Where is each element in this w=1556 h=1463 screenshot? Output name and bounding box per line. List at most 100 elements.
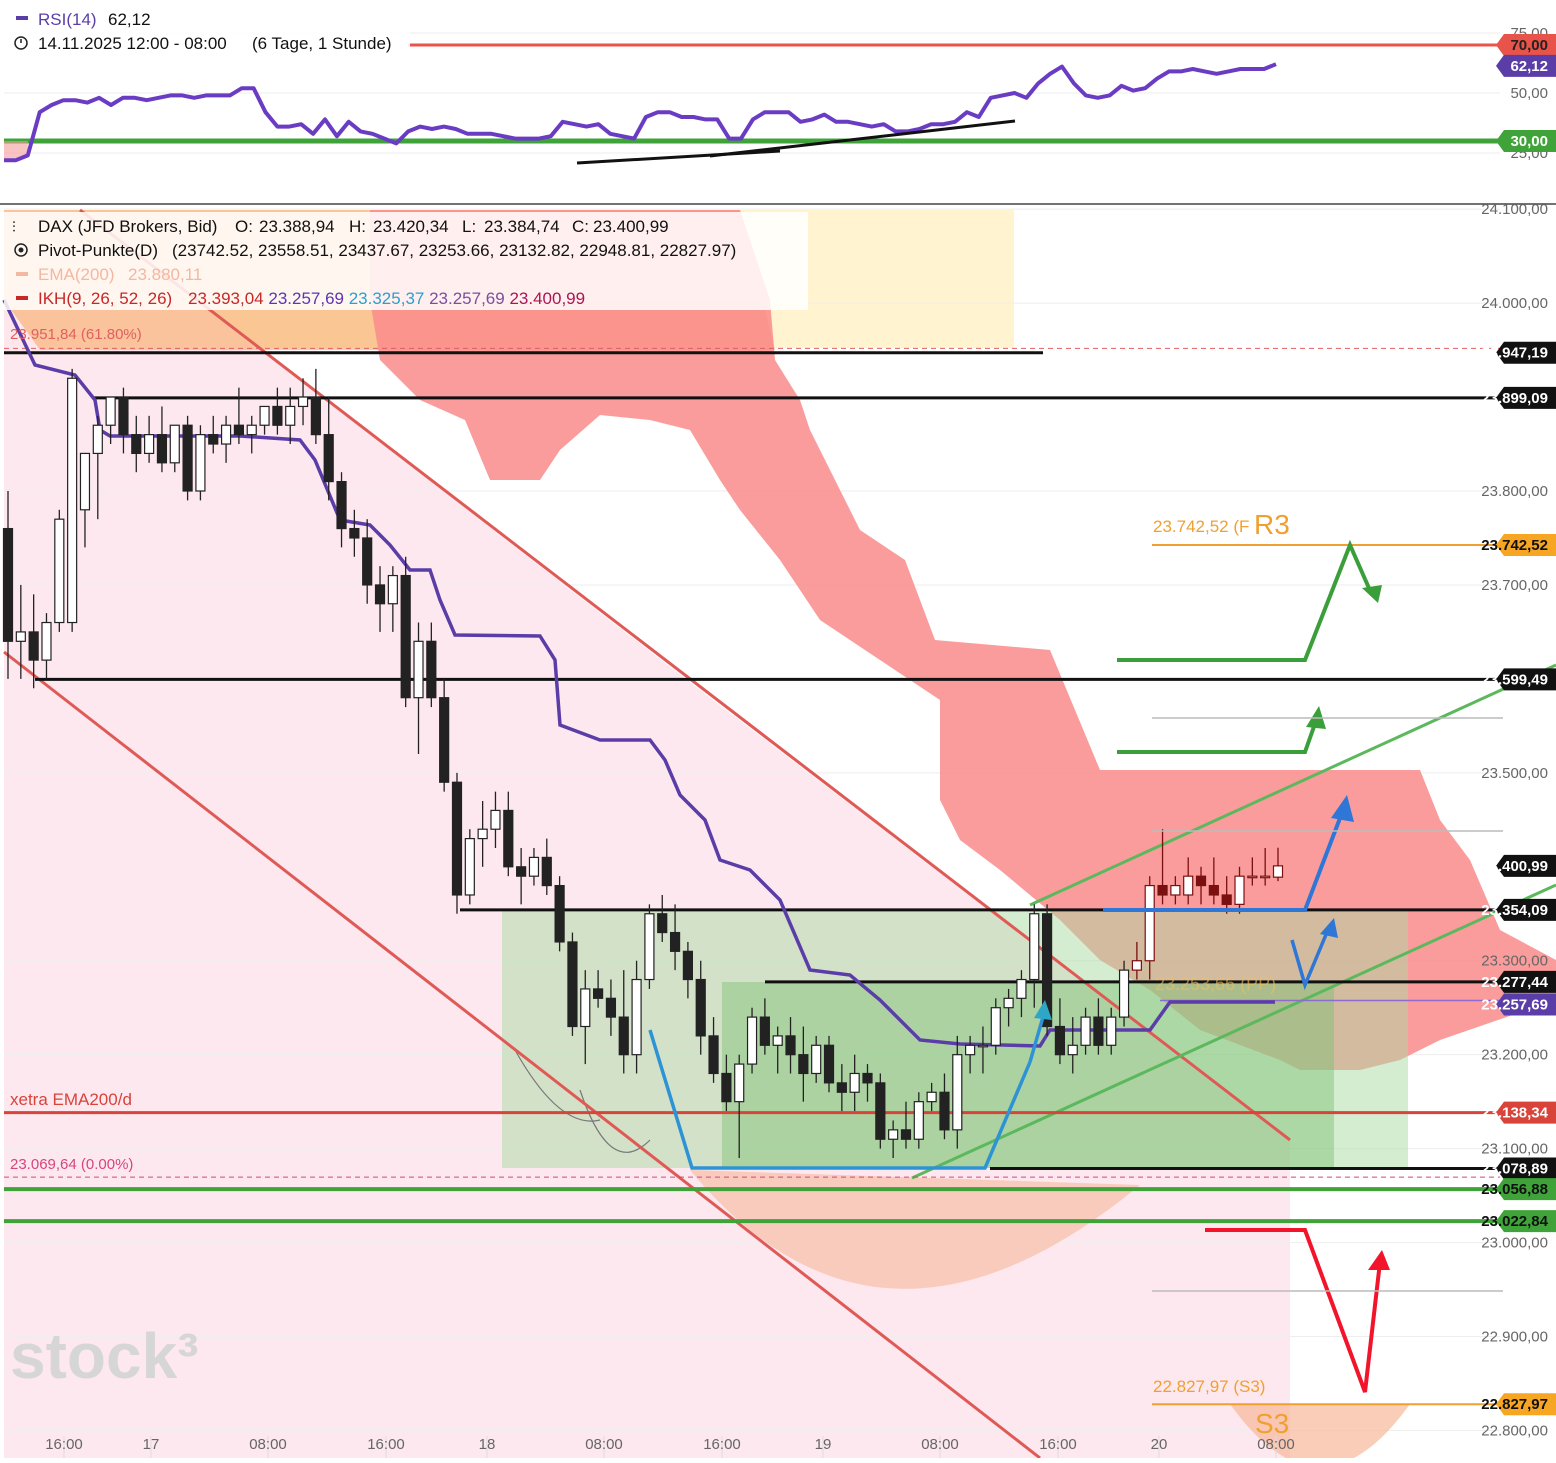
blue-cup-line bbox=[648, 1029, 1032, 1170]
candle-body bbox=[657, 913, 668, 934]
y-tick-label: 23.700,00 bbox=[1481, 577, 1548, 594]
channel-upper-line bbox=[79, 208, 1291, 1142]
kijun-line bbox=[2, 299, 1275, 1048]
level-tag-bg bbox=[1496, 1178, 1556, 1201]
candle-body bbox=[182, 424, 193, 492]
level-tag: 23.599,49 bbox=[1481, 671, 1548, 688]
level-tag-bg bbox=[1496, 1101, 1556, 1124]
candle-body bbox=[516, 866, 527, 877]
candle-body bbox=[567, 941, 578, 1028]
pp-label: 23.253,66 (PP) bbox=[1155, 974, 1276, 994]
fib-bottom-label: 23.069,64 (0.00%) bbox=[10, 1156, 133, 1173]
candle-body bbox=[208, 434, 219, 445]
s3-value-label: 22.827,97 (S3) bbox=[1153, 1377, 1265, 1396]
candle-body bbox=[605, 997, 617, 1018]
candle-body bbox=[1080, 1016, 1091, 1046]
level-tag: 23.138,34 bbox=[1481, 1105, 1548, 1122]
pivot-label: Pivot-Punkte(D) bbox=[38, 241, 158, 260]
candle-body bbox=[541, 856, 552, 887]
rsi-trendline-2 bbox=[709, 119, 1016, 158]
level-tag: 23.947,19 bbox=[1481, 345, 1548, 362]
candle-body bbox=[54, 518, 65, 624]
candle-body bbox=[67, 377, 78, 624]
ikh-value: 23.393,04 bbox=[188, 289, 264, 308]
candle-body bbox=[336, 481, 347, 530]
candle-body bbox=[528, 856, 540, 877]
range-label: 14.11.2025 12:00 - 08:00 bbox=[38, 34, 227, 53]
level-tag-bg bbox=[1496, 668, 1556, 691]
candle-body bbox=[862, 1072, 873, 1084]
candle-body bbox=[926, 1091, 937, 1103]
candle-body bbox=[233, 424, 245, 436]
candle-body bbox=[798, 1054, 809, 1075]
candle-body bbox=[259, 405, 270, 426]
candle-body bbox=[490, 809, 501, 830]
candle-body bbox=[131, 434, 142, 455]
main-legend-bg bbox=[4, 212, 808, 310]
channel-lower-line bbox=[3, 650, 1041, 1460]
candle-body bbox=[695, 978, 706, 1037]
level-tag-bg bbox=[1496, 898, 1556, 921]
candle-body bbox=[888, 1129, 899, 1140]
rsi-line bbox=[4, 62, 1277, 163]
instrument-label: DAX (JFD Brokers, Bid) bbox=[38, 217, 217, 236]
rsi-level-tag-bg bbox=[1496, 130, 1556, 152]
candle-body bbox=[118, 396, 129, 436]
rsi-panel bbox=[0, 32, 1556, 205]
pivot-icon-dot bbox=[18, 247, 24, 253]
candle-body bbox=[759, 1016, 770, 1046]
candle-body bbox=[1221, 894, 1232, 905]
rsi-level-tag: 70,00 bbox=[1510, 37, 1548, 54]
candle-body bbox=[900, 1129, 912, 1140]
green-arrowhead-1 bbox=[1362, 585, 1382, 603]
candle-body bbox=[580, 988, 591, 1028]
ikh-label: IKH(9, 26, 52, 26) bbox=[38, 289, 172, 308]
level-tag-bg bbox=[1496, 970, 1556, 993]
candle-body bbox=[1003, 997, 1014, 1009]
candle-body bbox=[195, 434, 206, 492]
level-tag: 23.742,52 bbox=[1481, 537, 1548, 554]
uptrend-lower-line bbox=[911, 883, 1556, 1180]
y-tick-label: 24.000,00 bbox=[1481, 295, 1548, 312]
candle-body bbox=[1157, 884, 1168, 896]
candle-body bbox=[1247, 875, 1258, 879]
x-tick-label: 16:00 bbox=[45, 1436, 83, 1453]
candle-body bbox=[272, 405, 283, 426]
rounding-bottom-shapes bbox=[514, 1049, 1410, 1463]
candle-body bbox=[349, 527, 360, 539]
rsi-legend-bg bbox=[4, 4, 410, 58]
rsi-legend-swatch bbox=[16, 16, 28, 20]
candle-body bbox=[734, 1063, 745, 1103]
s3-tag: S3 bbox=[1255, 1408, 1289, 1439]
red-path bbox=[1205, 1228, 1382, 1393]
ema-label: EMA(200) bbox=[38, 265, 115, 284]
y-tick-label: 22.900,00 bbox=[1481, 1329, 1548, 1346]
green-path-r3 bbox=[1117, 539, 1374, 662]
uptrend-upper-line bbox=[1029, 663, 1556, 907]
pivot-values: (23742.52, 23558.51, 23437.67, 23253.66,… bbox=[172, 241, 736, 260]
downtrend-channel bbox=[3, 208, 1291, 1460]
ohlc-h: 23.420,34 bbox=[373, 217, 449, 236]
watermark: stock³ bbox=[10, 1320, 199, 1392]
rsi-oversold-fill bbox=[4, 141, 28, 161]
rsi-polyline bbox=[4, 62, 1277, 163]
x-tick-label: 18 bbox=[479, 1436, 496, 1453]
candle-body bbox=[1029, 913, 1040, 981]
blue-arrowhead-1 bbox=[1034, 1000, 1052, 1020]
candle-body bbox=[875, 1082, 886, 1140]
candle-body bbox=[746, 1016, 758, 1065]
candle-body bbox=[310, 396, 321, 436]
ohlc-l-key: L: bbox=[462, 217, 476, 236]
level-tag: 23.277,44 bbox=[1481, 974, 1548, 991]
ikh-values: 23.393,04 23.257,69 23.325,37 23.257,69 … bbox=[188, 289, 585, 308]
level-tag-bg bbox=[1496, 386, 1556, 409]
ohlc-h-key: H: bbox=[349, 217, 366, 236]
candle-body bbox=[477, 828, 488, 840]
level-tag-bg bbox=[1496, 341, 1556, 364]
candle-body bbox=[631, 978, 642, 1056]
candle-body bbox=[41, 621, 52, 661]
candle-body bbox=[1016, 978, 1027, 999]
r3-value-label: 23.742,52 (F bbox=[1153, 517, 1249, 536]
candle-body bbox=[15, 631, 26, 642]
bowl-large bbox=[690, 1170, 1140, 1289]
